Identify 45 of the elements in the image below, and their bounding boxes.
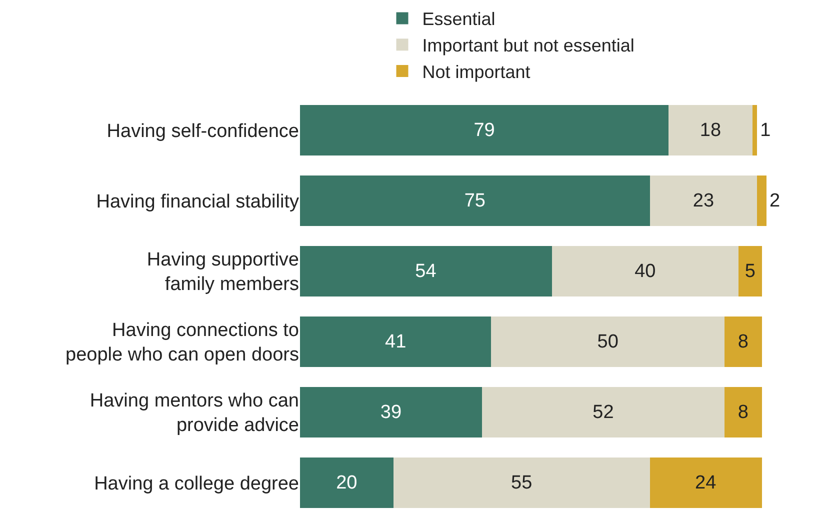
bar [552,246,738,297]
data-label: 20 [336,472,358,494]
legend-label: Not important [422,62,530,82]
bar [752,104,758,156]
bar [300,316,492,368]
data-label: 24 [695,472,717,494]
data-label: 55 [510,472,532,494]
y-tick-label: Having mentors who can provide advice [90,390,299,436]
data-label: 39 [380,402,402,423]
bar [650,175,758,226]
bar [300,386,482,438]
data-label: 8 [738,331,748,352]
data-label: 52 [592,402,614,423]
bar [724,386,762,438]
bar [300,175,650,226]
bar [650,457,762,508]
data-label: 41 [385,331,406,352]
y-tick-label: Having financial stability [96,191,300,212]
data-label: 23 [692,190,714,212]
y-tick-label: Having self-confidence [106,120,299,142]
y-tick-label: Having a college degree [94,473,299,494]
data-label: 18 [700,120,722,141]
bar [738,246,762,297]
bar [300,246,552,297]
data-label: 50 [597,331,618,352]
legend-label: Important but not essential [422,36,634,56]
bar [757,175,766,226]
data-label: 79 [474,120,495,141]
legend-label: Essential [422,9,496,30]
bar [300,457,394,508]
data-label: 5 [744,260,756,282]
bar [668,104,752,156]
data-label: 2 [769,190,780,212]
y-tick-label: Having supportive family members [146,250,299,296]
bar [300,104,668,156]
data-label: 1 [760,120,771,141]
bar [482,386,724,438]
y-tick-label: Having connections to people who can open doors [66,320,299,366]
bar [491,316,724,368]
bar [393,457,650,508]
bar [724,316,762,368]
data-label: 40 [634,260,656,282]
data-label: 75 [464,190,486,212]
data-label: 8 [738,402,748,423]
data-label: 54 [415,260,437,282]
